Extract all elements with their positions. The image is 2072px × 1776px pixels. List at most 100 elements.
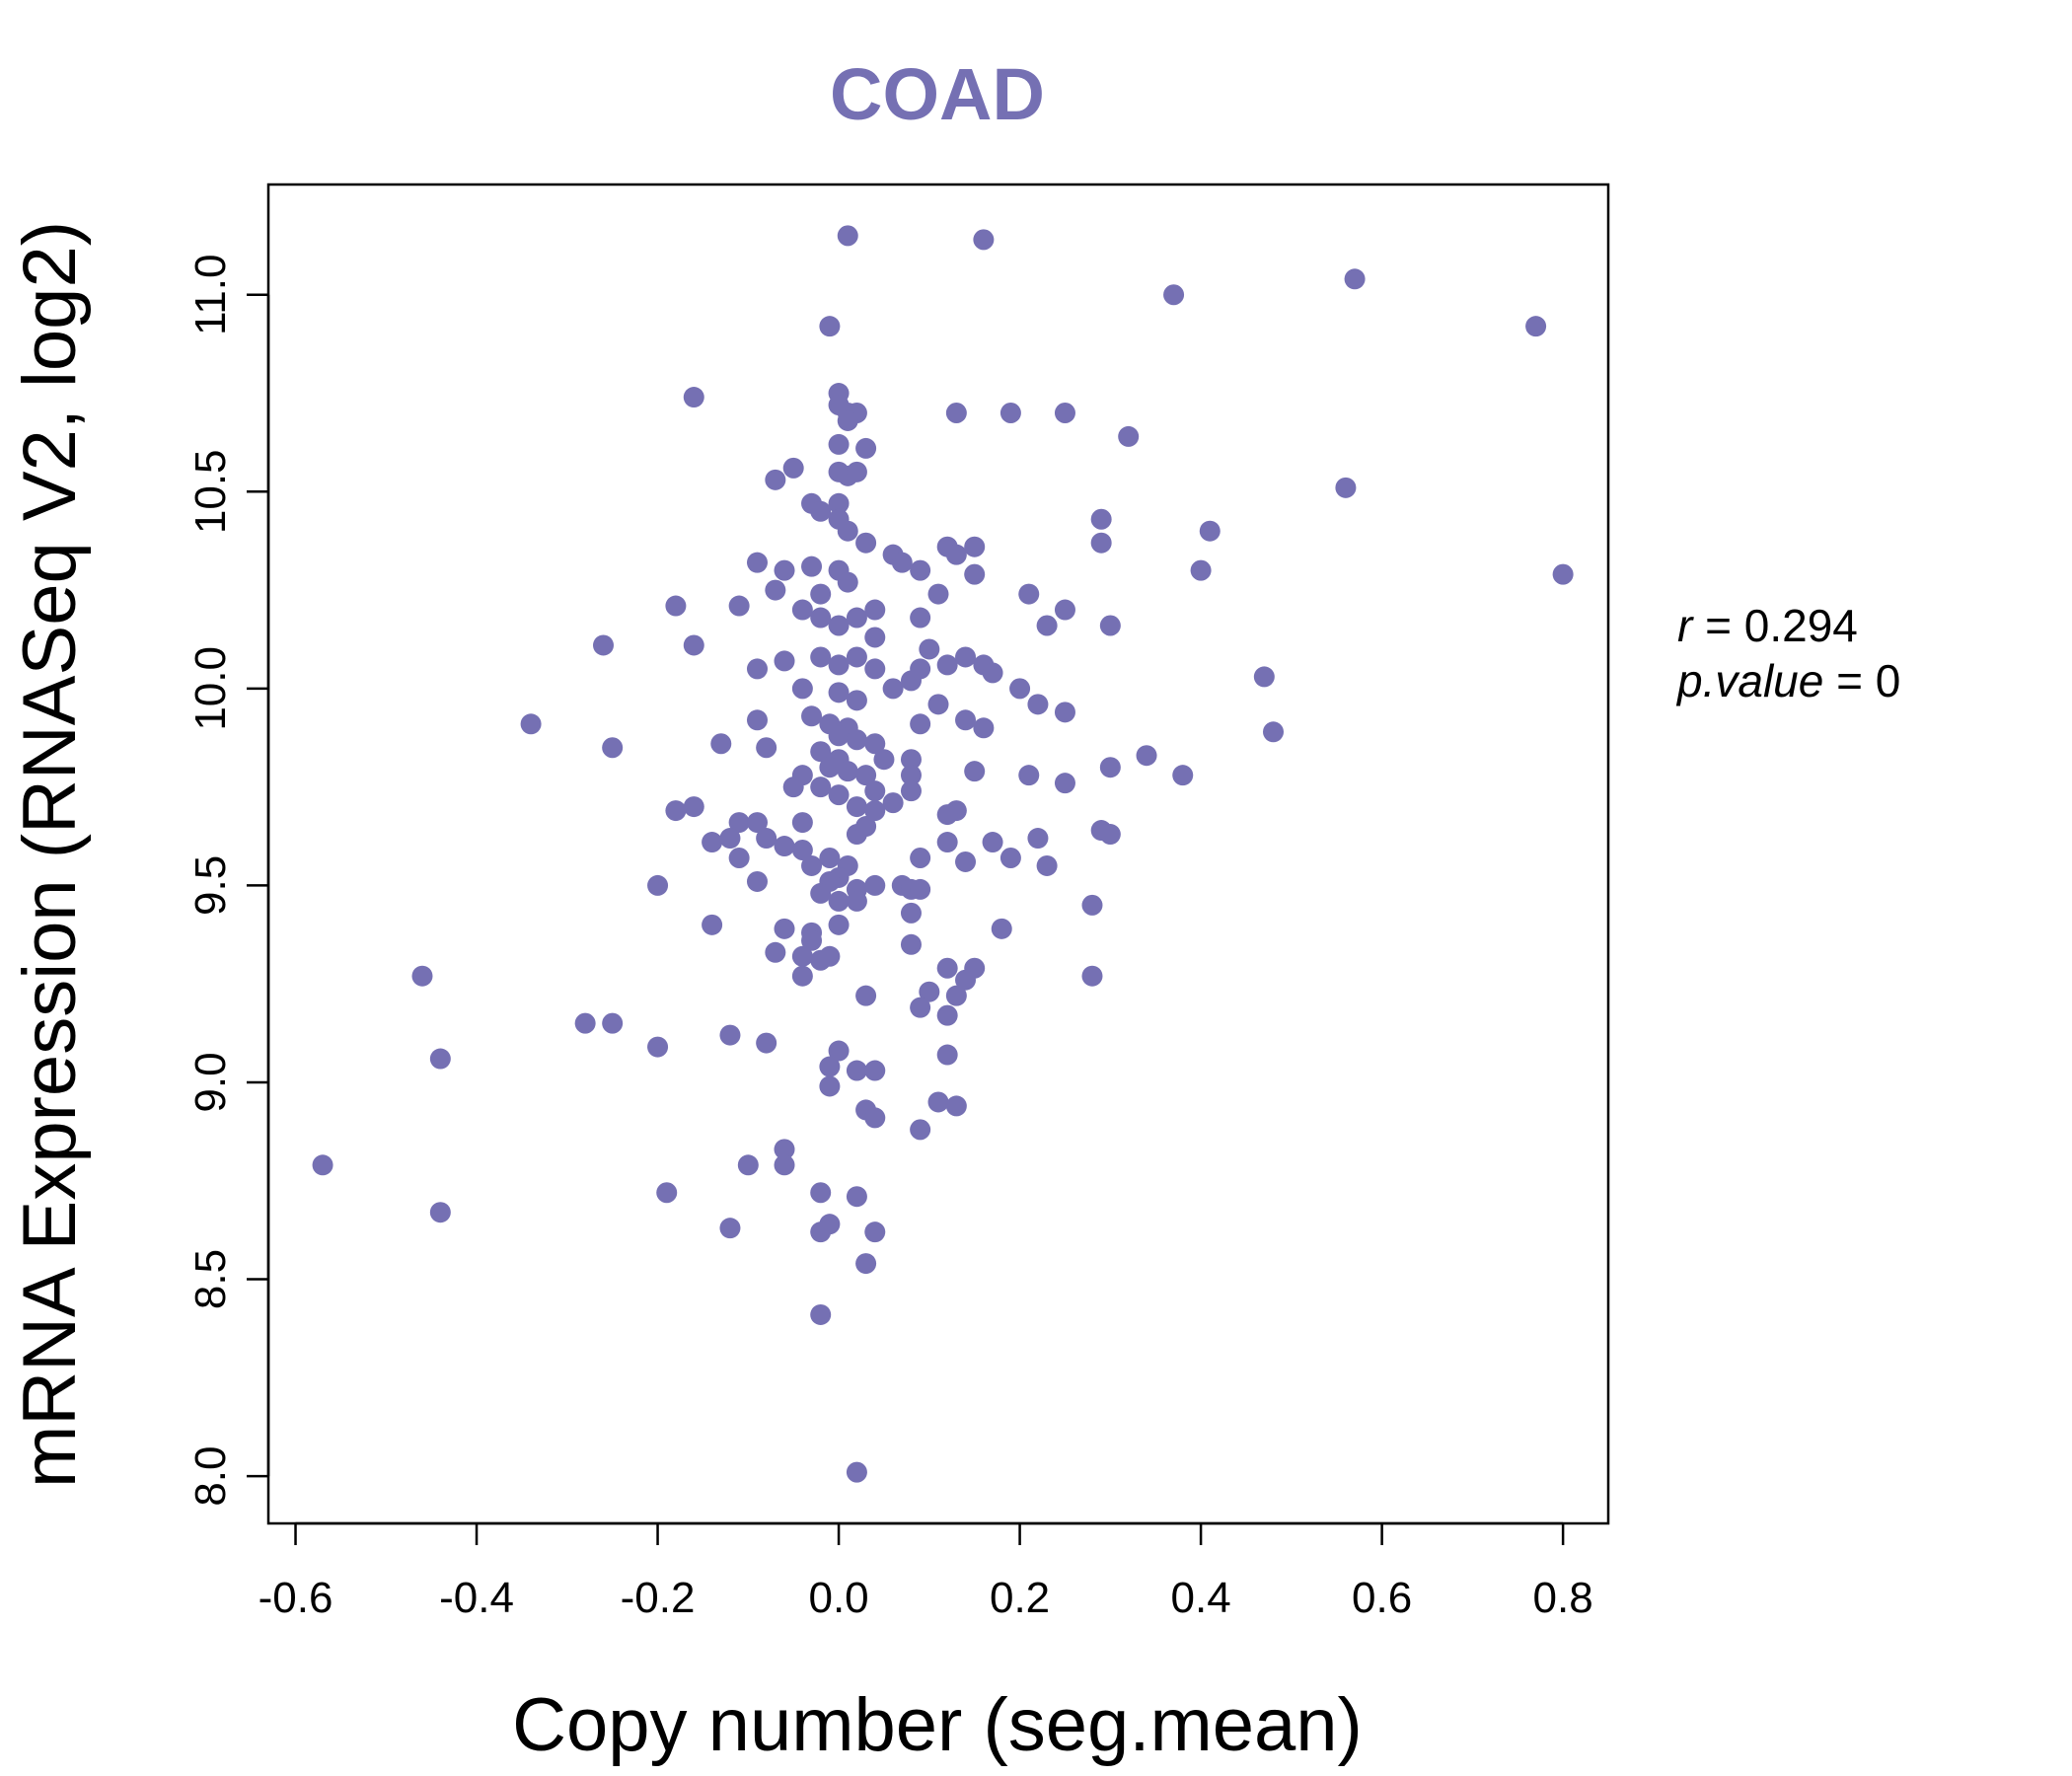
data-point [955,851,977,872]
data-point [1118,425,1140,447]
data-point [864,1107,886,1129]
data-point [837,409,858,431]
data-point [910,1119,931,1141]
r-annotation: r = 0.294 [1677,600,1858,651]
data-point [936,1004,958,1026]
x-tick-label: 0.8 [1533,1574,1593,1622]
x-axis: -0.6 -0.4 -0.2 0.0 0.2 0.4 0.6 0.8 [259,1521,1593,1622]
data-point [791,812,813,834]
data-point [1199,520,1221,542]
x-tick-label: 0.6 [1352,1574,1412,1622]
data-point [774,1139,795,1160]
data-point [919,981,940,1002]
data-point [602,1012,624,1034]
data-point [312,1154,333,1176]
data-point [774,650,795,672]
data-point [429,1048,451,1070]
data-point [828,914,850,935]
data-point [765,941,786,963]
data-point [1009,678,1031,700]
data-point [936,1044,958,1066]
y-tick-label: 9.0 [186,1052,235,1112]
data-point [837,520,858,542]
y-tick-label: 10.0 [186,646,235,731]
data-point [910,997,931,1018]
data-point [828,725,850,747]
data-point [647,874,669,896]
data-point [945,402,967,423]
data-point [574,1012,596,1034]
data-point [1054,402,1075,423]
data-point [1099,824,1121,846]
data-point [810,607,832,629]
data-point [846,796,867,818]
data-point [737,1154,759,1176]
data-point [810,1303,832,1325]
data-point [728,847,750,868]
data-point [801,929,823,951]
data-point [927,583,949,605]
data-point [864,1060,886,1081]
data-point [828,654,850,676]
data-point [810,583,832,605]
data-point [746,709,768,731]
data-point [1335,477,1357,498]
data-point [864,599,886,621]
data-point [683,634,704,656]
data-point [1090,508,1112,530]
data-point [782,777,804,798]
data-point [855,532,877,554]
data-point [746,552,768,573]
data-point [719,828,741,850]
data-point [1172,765,1194,786]
data-point [719,1218,741,1239]
data-point [828,784,850,806]
data-point [828,395,850,416]
data-point [864,800,886,822]
data-point [810,882,832,904]
data-point [819,1056,841,1077]
data-point [855,816,877,838]
data-point [774,1154,795,1176]
data-point [927,694,949,715]
data-point [891,552,913,573]
x-tick-label: 0.0 [808,1574,868,1622]
x-tick-label: -0.6 [259,1574,333,1622]
data-point [746,658,768,680]
data-point [991,918,1012,939]
data-point [819,316,841,337]
data-point [1344,268,1366,290]
data-point [900,902,922,924]
y-axis: 8.0 8.5 9.0 9.5 10.0 10.5 11.0 [186,255,270,1507]
data-point [728,595,750,617]
data-point [810,1182,832,1204]
data-point [846,729,867,751]
data-point [846,646,867,668]
data-point [520,713,542,735]
data-point [602,737,624,759]
data-point [864,874,886,896]
data-point [846,1186,867,1208]
data-point [828,433,850,455]
data-point [593,634,614,656]
plot-area-frame [266,183,1610,1525]
data-point [1036,854,1058,876]
data-point [1090,532,1112,554]
data-point [837,225,858,247]
data-point [791,965,813,987]
data-point [828,890,850,912]
data-point [900,933,922,955]
correlation-annotation: r = 0.294 p.value = 0 [1675,600,1900,706]
data-point [864,733,886,755]
data-point [756,737,777,759]
data-point [1525,316,1547,337]
data-point [756,1032,777,1054]
data-point [910,607,931,629]
data-point [1054,702,1075,723]
data-point [882,678,904,700]
data-point [846,607,867,629]
data-point [1552,563,1574,585]
chart-title: COAD [830,53,1045,135]
data-point [936,832,958,853]
data-point [1163,284,1185,306]
